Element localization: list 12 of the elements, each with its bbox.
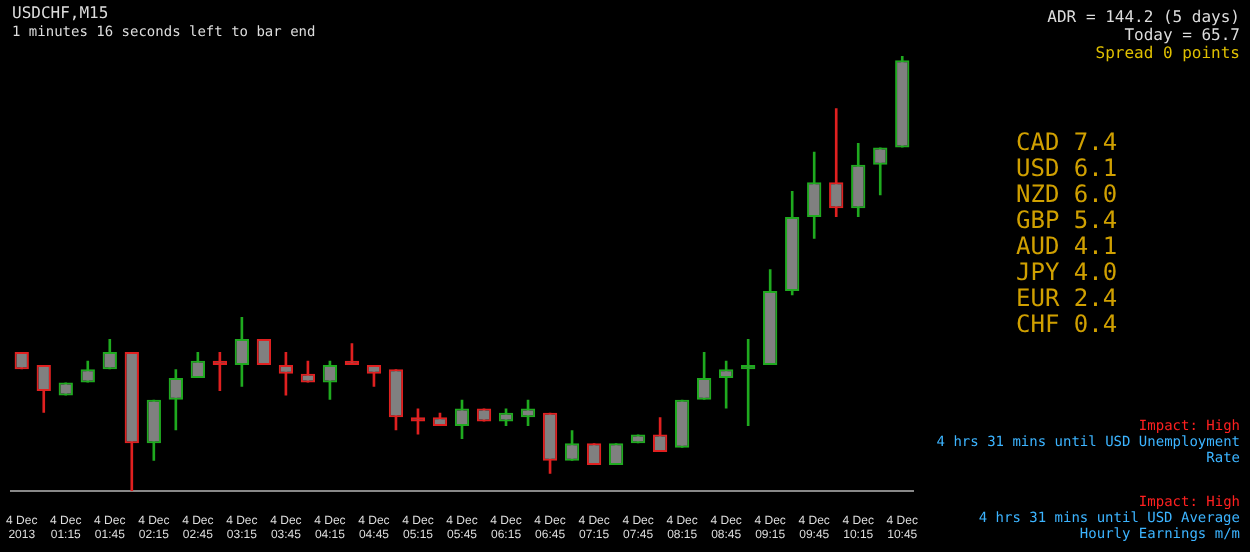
text: NZD 6.0 bbox=[1016, 180, 1120, 208]
text: Spread 0 points bbox=[1093, 44, 1240, 62]
text: Today = 65.7 bbox=[1122, 26, 1240, 44]
text: USD 6.1 bbox=[1016, 154, 1120, 182]
text: GBP 5.4 bbox=[1016, 206, 1120, 234]
text: EUR 2.4 bbox=[1016, 284, 1120, 312]
text: AUD 4.1 bbox=[1016, 232, 1120, 260]
text: CAD 7.4 bbox=[1016, 128, 1120, 156]
text: JPY 4.0 bbox=[1016, 258, 1120, 286]
chart-title: USDCHF,M15 bbox=[12, 4, 109, 22]
text: CHF 0.4 bbox=[1016, 310, 1120, 338]
text: ADR = 144.2 (5 days) bbox=[1045, 8, 1240, 26]
